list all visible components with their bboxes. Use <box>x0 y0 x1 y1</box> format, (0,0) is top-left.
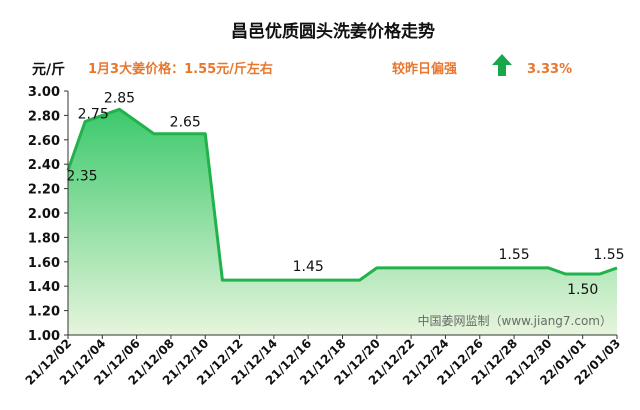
up-arrow-icon <box>492 54 512 76</box>
y-tick-label: 2.00 <box>28 207 60 222</box>
data-label: 2.75 <box>78 107 109 123</box>
data-label: 1.55 <box>593 247 624 263</box>
data-label: 1.55 <box>498 247 529 263</box>
price-info-text: 1月3大姜价格：1.55元/斤左右 <box>88 61 273 77</box>
data-label: 1.45 <box>293 259 324 275</box>
data-label: 1.50 <box>567 282 598 298</box>
data-label: 2.85 <box>104 90 135 106</box>
y-tick-label: 1.40 <box>28 280 60 295</box>
y-tick-label: 2.40 <box>28 158 60 173</box>
trend-text: 较昨日偏强 <box>392 61 457 77</box>
chart-title: 昌邑优质圆头洗姜价格走势 <box>231 21 435 42</box>
y-tick-label: 1.60 <box>28 256 60 271</box>
y-tick-label: 1.00 <box>28 329 60 344</box>
watermark-text: 中国姜网监制（www.jiang7.com） <box>418 313 612 328</box>
series-line <box>66 107 618 282</box>
y-axis-unit-label: 元/斤 <box>32 61 65 78</box>
y-tick-label: 2.60 <box>28 134 60 149</box>
series-area <box>68 109 617 335</box>
y-tick-label: 3.00 <box>28 85 60 100</box>
y-tick-label: 1.80 <box>28 231 60 246</box>
data-label: 2.65 <box>170 115 201 131</box>
y-tick-label: 2.80 <box>28 109 60 124</box>
y-tick-label: 1.20 <box>28 305 60 320</box>
change-percent-text: 3.33% <box>527 62 572 77</box>
plot-area <box>66 107 618 335</box>
data-labels: 2.35 2.752.85 2.65 1.45 1.55 1.50 1.55 <box>66 90 624 298</box>
data-label: 2.35 <box>66 168 97 184</box>
y-tick-label: 2.20 <box>28 183 60 198</box>
